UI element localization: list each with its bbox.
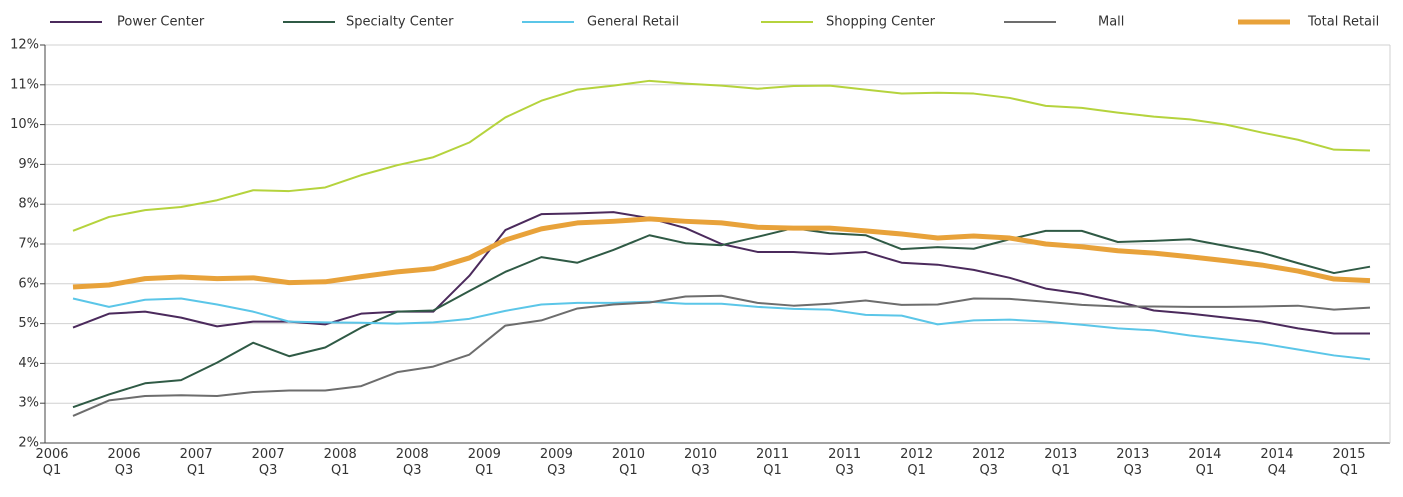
y-tick-label: 7% — [18, 237, 39, 252]
x-tick-label: 2015 Q1 — [1332, 447, 1366, 478]
x-tick-label: 2010 Q1 — [611, 447, 645, 478]
legend-label: Mall — [1098, 15, 1124, 30]
y-tick-label: 2% — [18, 436, 39, 451]
legend-label: Specialty Center — [346, 15, 454, 30]
x-tick-label: 2006 Q3 — [107, 447, 141, 478]
x-tick-label: 2014 Q4 — [1260, 447, 1294, 478]
legend-label: Shopping Center — [826, 15, 936, 30]
y-tick-label: 6% — [18, 276, 39, 291]
legend-label: Total Retail — [1307, 15, 1379, 30]
x-tick-label: 2009 Q1 — [467, 447, 501, 478]
y-tick-label: 3% — [18, 396, 39, 411]
legend-label: Power Center — [117, 15, 205, 30]
x-tick-label: 2007 Q3 — [251, 447, 285, 478]
x-tick-label: 2010 Q3 — [683, 447, 718, 478]
series-line — [72, 79, 1371, 232]
x-tick-label: 2012 Q3 — [972, 447, 1006, 478]
y-tick-label: 5% — [18, 316, 39, 331]
legend-label: General Retail — [587, 15, 679, 30]
x-tick-label: 2011 Q3 — [828, 447, 862, 478]
x-tick-label: 2011 Q1 — [756, 447, 790, 478]
x-tick-label: 2006 Q1 — [35, 447, 69, 478]
x-tick-label: 2007 Q1 — [179, 447, 213, 478]
series-line — [72, 294, 1371, 417]
y-tick-label: 10% — [10, 117, 39, 132]
x-tick-label: 2013 Q1 — [1044, 447, 1078, 478]
series-line — [72, 216, 1371, 290]
y-tick-label: 11% — [10, 77, 39, 92]
x-tick-label: 2014 Q1 — [1188, 447, 1222, 478]
series-line — [72, 297, 1371, 361]
y-tick-label: 4% — [18, 356, 39, 371]
x-tick-label: 2009 Q3 — [539, 447, 573, 478]
y-tick-label: 12% — [10, 38, 39, 53]
x-tick-label: 2013 Q3 — [1116, 447, 1150, 478]
x-tick-label: 2008 Q3 — [395, 447, 429, 478]
x-tick-label: 2012 Q1 — [900, 447, 934, 478]
x-tick-label: 2008 Q1 — [323, 447, 357, 478]
y-tick-label: 8% — [18, 197, 39, 212]
series-line — [72, 227, 1371, 409]
y-tick-label: 9% — [18, 157, 39, 172]
